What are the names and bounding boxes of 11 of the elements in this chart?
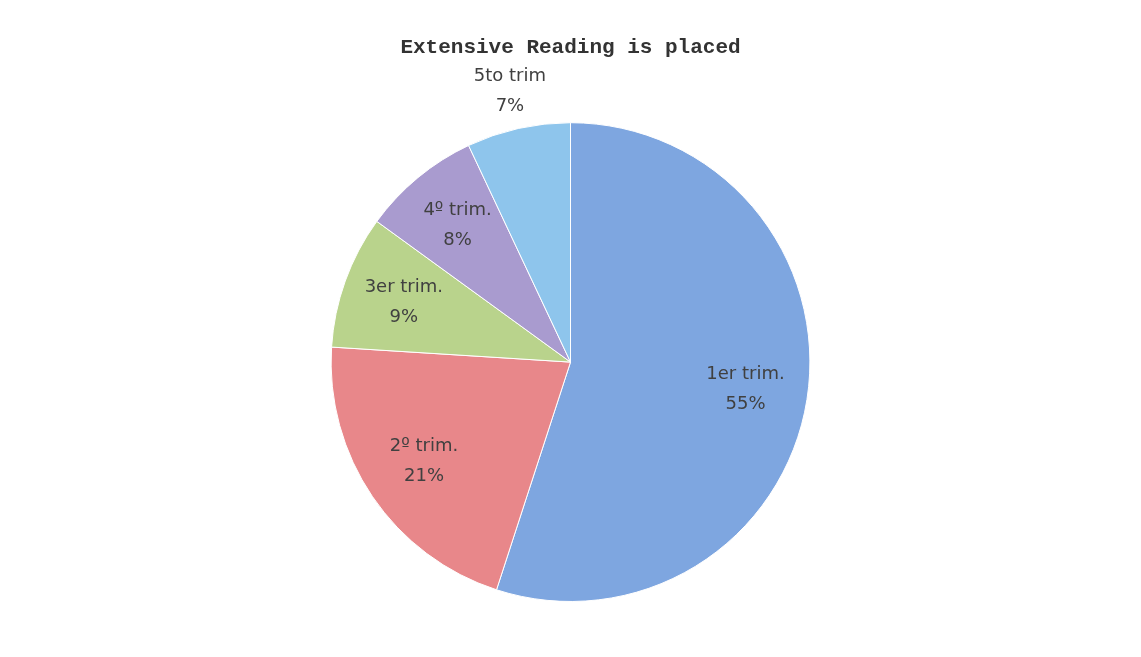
slice-label: 5to trim [473,63,547,85]
slice-label: 4º trim. [423,198,492,220]
slice-label: 1er trim. [706,362,785,384]
data-label: 55% [725,392,766,414]
data-label: 8% [443,228,472,250]
data-label: 9% [389,304,419,326]
data-label: 7% [495,93,525,115]
chart-title: Extensive Reading is placed [400,35,741,59]
slice-label: 2º trim. [389,434,459,456]
data-label: 21% [403,464,444,486]
slice-label: 3er trim. [364,274,443,296]
